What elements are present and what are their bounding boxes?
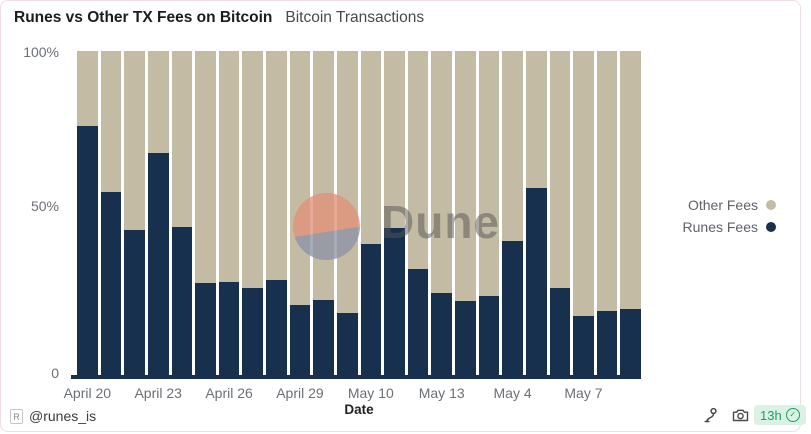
chart-subtitle: Bitcoin Transactions (285, 9, 425, 26)
runes-fees-segment (407, 268, 429, 376)
runes-fees-segment (313, 299, 334, 376)
runes-fees-segment (502, 241, 523, 376)
y-tick-0: 0 (51, 365, 59, 381)
runes-fees-segment (596, 311, 618, 376)
runes-fees-segment (195, 283, 216, 376)
x-tick-label: April 20 (63, 385, 112, 401)
refresh-age-text: 13h (760, 407, 782, 423)
legend: Other Fees Runes Fees (656, 194, 776, 238)
runes-fees-segment (549, 288, 571, 376)
x-tick-label: April 26 (205, 385, 253, 401)
stacked-bar-may-11[interactable] (384, 51, 405, 376)
stacked-bar-april-28[interactable] (266, 51, 287, 376)
x-axis-line (71, 375, 641, 379)
stacked-bar-may-5[interactable] (525, 51, 547, 376)
stacked-bar-april-21[interactable] (100, 51, 122, 376)
stacked-bar-may-6[interactable] (549, 51, 571, 376)
stacked-bar-may-7[interactable]: May 7 (564, 51, 603, 401)
stacked-bar-may-10[interactable]: May 10 (348, 51, 394, 401)
stacked-bar-may-9[interactable] (620, 51, 641, 376)
stacked-bar-may-3[interactable] (478, 51, 500, 376)
stacked-bar-april-24[interactable] (171, 51, 193, 376)
runes-fees-segment (360, 244, 382, 376)
runes-fees-segment (100, 192, 122, 376)
check-circle-icon: ✓ (785, 408, 800, 422)
runes-fees-segment (573, 315, 594, 376)
stacked-bar-may-2[interactable] (455, 51, 476, 376)
stacked-bar-april-20[interactable]: April 20 (64, 51, 111, 401)
runes-fees-segment (266, 280, 287, 376)
runes-fees-segment (77, 125, 98, 376)
runes-fees-segment (124, 229, 145, 376)
chart-title: Runes vs Other TX Fees on Bitcoin (14, 9, 273, 26)
runes-fees-segment (242, 288, 263, 376)
refresh-age-badge[interactable]: 13h ✓ (754, 405, 806, 425)
legend-label: Runes Fees (682, 219, 758, 235)
legend-item-other-fees[interactable]: Other Fees (656, 194, 776, 216)
fork-icon (704, 407, 717, 423)
stacked-bar-may-12[interactable] (407, 51, 429, 376)
x-axis-title: Date (344, 402, 374, 417)
runes-logo-icon: R (10, 409, 23, 424)
legend-label: Other Fees (687, 197, 758, 213)
runes-fees-segment (431, 293, 452, 376)
runes-fees-segment (620, 309, 641, 376)
runes-fees-segment (478, 296, 500, 376)
x-tick-label: May 4 (493, 385, 532, 401)
runes-fees-segment (336, 312, 358, 376)
legend-item-runes-fees[interactable]: Runes Fees (656, 216, 776, 238)
camera-icon (732, 409, 749, 422)
legend-swatch-other-icon (766, 200, 776, 210)
author-handle[interactable]: @runes_is (29, 408, 97, 424)
runes-fees-segment (171, 226, 193, 376)
stacked-bar-april-25[interactable] (195, 51, 216, 376)
stacked-bar-april-22[interactable] (124, 51, 145, 376)
runes-fees-segment (218, 281, 240, 376)
stacked-bar-april-27[interactable] (242, 51, 263, 376)
runes-fees-segment (147, 153, 169, 376)
stacked-bar-may-4[interactable]: May 4 (494, 51, 532, 401)
stacked-bar-april-26[interactable]: April 26 (205, 51, 253, 401)
chart-header: Runes vs Other TX Fees on Bitcoin Bitcoin… (14, 9, 424, 27)
stacked-bar-may-13[interactable]: May 13 (419, 51, 465, 401)
stacked-bar-april-23[interactable]: April 23 (134, 51, 182, 401)
runes-fees-segment (289, 304, 311, 376)
x-tick-label: April 23 (134, 385, 182, 401)
legend-swatch-runes-icon (766, 222, 776, 232)
stacked-bar-may-1[interactable] (336, 51, 358, 376)
stacked-bar-april-29[interactable]: April 29 (276, 51, 324, 401)
y-tick-100: 100% (23, 44, 59, 60)
x-tick-label: April 29 (276, 385, 324, 401)
stacked-bar-may-8[interactable] (596, 51, 618, 376)
runes-fees-segment (455, 301, 476, 376)
runes-fees-segment (525, 187, 547, 376)
x-tick-label: May 13 (418, 385, 465, 401)
runes-fees-segment (384, 228, 405, 376)
y-tick-50: 50% (30, 198, 59, 214)
x-tick-label: May 10 (347, 385, 394, 401)
plot-area: April 20 April 23 April 26 April 29 May 10 Ma… (64, 51, 641, 401)
stacked-bar-april-30[interactable] (313, 51, 334, 376)
fork-button[interactable] (702, 407, 719, 424)
x-tick-label: May 7 (564, 385, 603, 401)
screenshot-button[interactable] (732, 407, 749, 424)
